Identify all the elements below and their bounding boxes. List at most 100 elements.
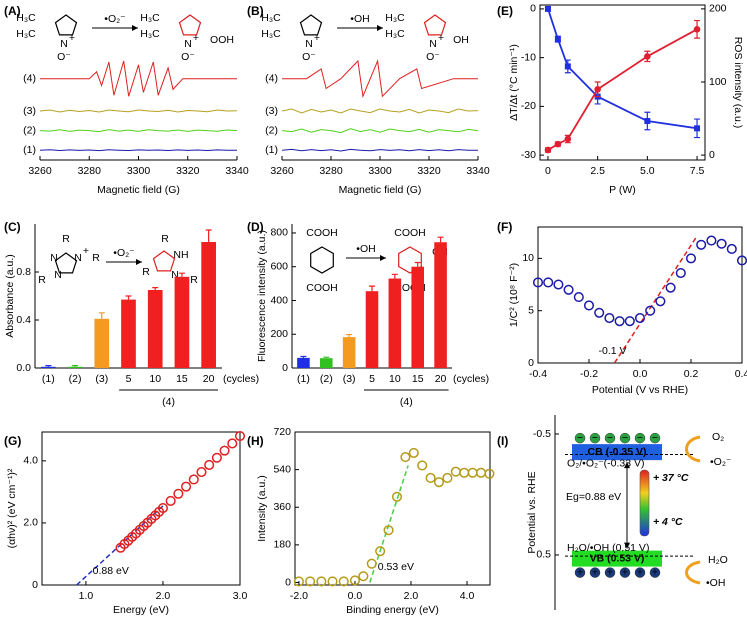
error-bar bbox=[369, 285, 375, 292]
charge-sign: − bbox=[652, 432, 658, 444]
x-tick-label: 7.5 bbox=[690, 165, 705, 177]
point bbox=[655, 296, 666, 307]
structure-label: H₃C bbox=[16, 28, 36, 40]
point bbox=[181, 481, 192, 492]
y-tick-label: 540 bbox=[273, 463, 291, 475]
band bbox=[572, 550, 662, 567]
panel-label: (I) bbox=[497, 434, 508, 448]
x-tick-label: (3) bbox=[95, 373, 108, 385]
point bbox=[694, 125, 701, 132]
structure-label: N bbox=[171, 269, 179, 281]
hole bbox=[604, 567, 616, 578]
structure-label: R bbox=[142, 266, 150, 278]
point bbox=[293, 576, 304, 587]
charge-sign: + bbox=[637, 566, 643, 578]
point bbox=[327, 576, 338, 587]
point bbox=[634, 312, 646, 324]
trace-label: (1) bbox=[265, 144, 278, 156]
trace-label: (2) bbox=[23, 124, 36, 136]
structure-label: COOH bbox=[306, 227, 338, 239]
reagent: •O₂⁻ bbox=[104, 13, 126, 25]
bar bbox=[297, 357, 310, 368]
hole bbox=[574, 567, 586, 578]
species: •O₂⁻ bbox=[710, 456, 732, 468]
x-tick-label: 20 bbox=[435, 373, 447, 385]
x-axis-label: Energy (eV) bbox=[113, 604, 169, 616]
band-label: VB (0.53 V) bbox=[590, 552, 645, 564]
point bbox=[544, 146, 552, 154]
x-tick-label: 5 bbox=[126, 373, 132, 385]
hole bbox=[649, 567, 661, 578]
trace-label: (2) bbox=[265, 124, 278, 136]
structure-label: + bbox=[193, 32, 199, 44]
error-bar bbox=[205, 229, 212, 242]
y2-tick-label: 100 bbox=[709, 76, 727, 88]
electron bbox=[634, 432, 646, 444]
point bbox=[554, 36, 561, 43]
point bbox=[442, 472, 453, 484]
error-bar bbox=[414, 261, 421, 267]
band bbox=[572, 444, 662, 461]
reaction-arrowhead bbox=[136, 259, 142, 265]
y-tick-label: 0.4 bbox=[16, 314, 31, 326]
plot-frame bbox=[41, 431, 241, 586]
y-axis-label: Absorbance (a.u.) bbox=[4, 254, 16, 337]
point bbox=[165, 495, 176, 506]
y-tick-label: 200 bbox=[270, 328, 288, 340]
reaction-arrowhead bbox=[132, 25, 138, 31]
point bbox=[726, 243, 737, 255]
structure-label: R bbox=[92, 252, 100, 264]
point bbox=[594, 307, 605, 318]
y-axis-label: ΔT/Δt (°C min⁻¹) bbox=[508, 44, 520, 121]
y-tick-label: 0 bbox=[528, 357, 534, 369]
point bbox=[563, 284, 574, 295]
hole bbox=[634, 567, 646, 578]
group-label: (4) bbox=[400, 396, 413, 408]
point bbox=[573, 292, 584, 303]
species: H₂O bbox=[708, 554, 728, 566]
point bbox=[219, 445, 230, 456]
structure-label: N bbox=[184, 38, 192, 50]
x-tick-label: 15 bbox=[412, 373, 424, 385]
trace-label: (3) bbox=[265, 105, 278, 117]
category-unit: (cycles) bbox=[223, 373, 259, 385]
y-axis-label: Fluorescence intensity (a.u.) bbox=[256, 230, 268, 362]
structure-label: R bbox=[161, 233, 169, 245]
structure-label: O⁻ bbox=[426, 51, 440, 63]
x-tick-label: 3280 bbox=[78, 165, 102, 177]
point bbox=[204, 459, 215, 470]
point bbox=[227, 438, 238, 449]
x-tick-label: 3260 bbox=[28, 165, 52, 177]
y-axis-label: Intensity (a.u.) bbox=[256, 475, 268, 542]
structure-ring bbox=[423, 14, 447, 36]
structure-label: H₃C bbox=[140, 12, 160, 24]
structure-label: O⁻ bbox=[181, 51, 195, 63]
y-tick-label: 180 bbox=[273, 539, 291, 551]
y-tick-label: 360 bbox=[273, 501, 291, 513]
x-tick-label: 20 bbox=[203, 373, 215, 385]
structure-label: COOH bbox=[306, 282, 338, 294]
x-tick-label: 10 bbox=[389, 373, 401, 385]
x-tick-label: 3.0 bbox=[233, 590, 248, 602]
point bbox=[675, 267, 686, 279]
error-bar bbox=[437, 236, 444, 243]
x-axis-label: Magnetic field (G) bbox=[339, 184, 422, 196]
series-line bbox=[281, 148, 478, 152]
y-tick-label: 0 bbox=[285, 576, 291, 588]
bar bbox=[201, 242, 216, 368]
point bbox=[425, 472, 436, 484]
charge-sign: + bbox=[577, 566, 583, 578]
point bbox=[604, 312, 615, 324]
point bbox=[544, 5, 551, 12]
point bbox=[211, 452, 222, 463]
charge-sign: − bbox=[622, 432, 628, 444]
plot-frame bbox=[539, 4, 706, 161]
structure-label: R bbox=[190, 274, 198, 286]
series-line bbox=[281, 108, 479, 114]
annotation: 0.53 eV bbox=[378, 561, 414, 573]
series-line bbox=[281, 128, 479, 134]
redox-label: H₂O/•OH (0.51 V) bbox=[567, 542, 649, 554]
x-tick-label: 15 bbox=[176, 373, 188, 385]
series-line bbox=[39, 109, 238, 113]
x-tick-label: 3300 bbox=[368, 165, 392, 177]
